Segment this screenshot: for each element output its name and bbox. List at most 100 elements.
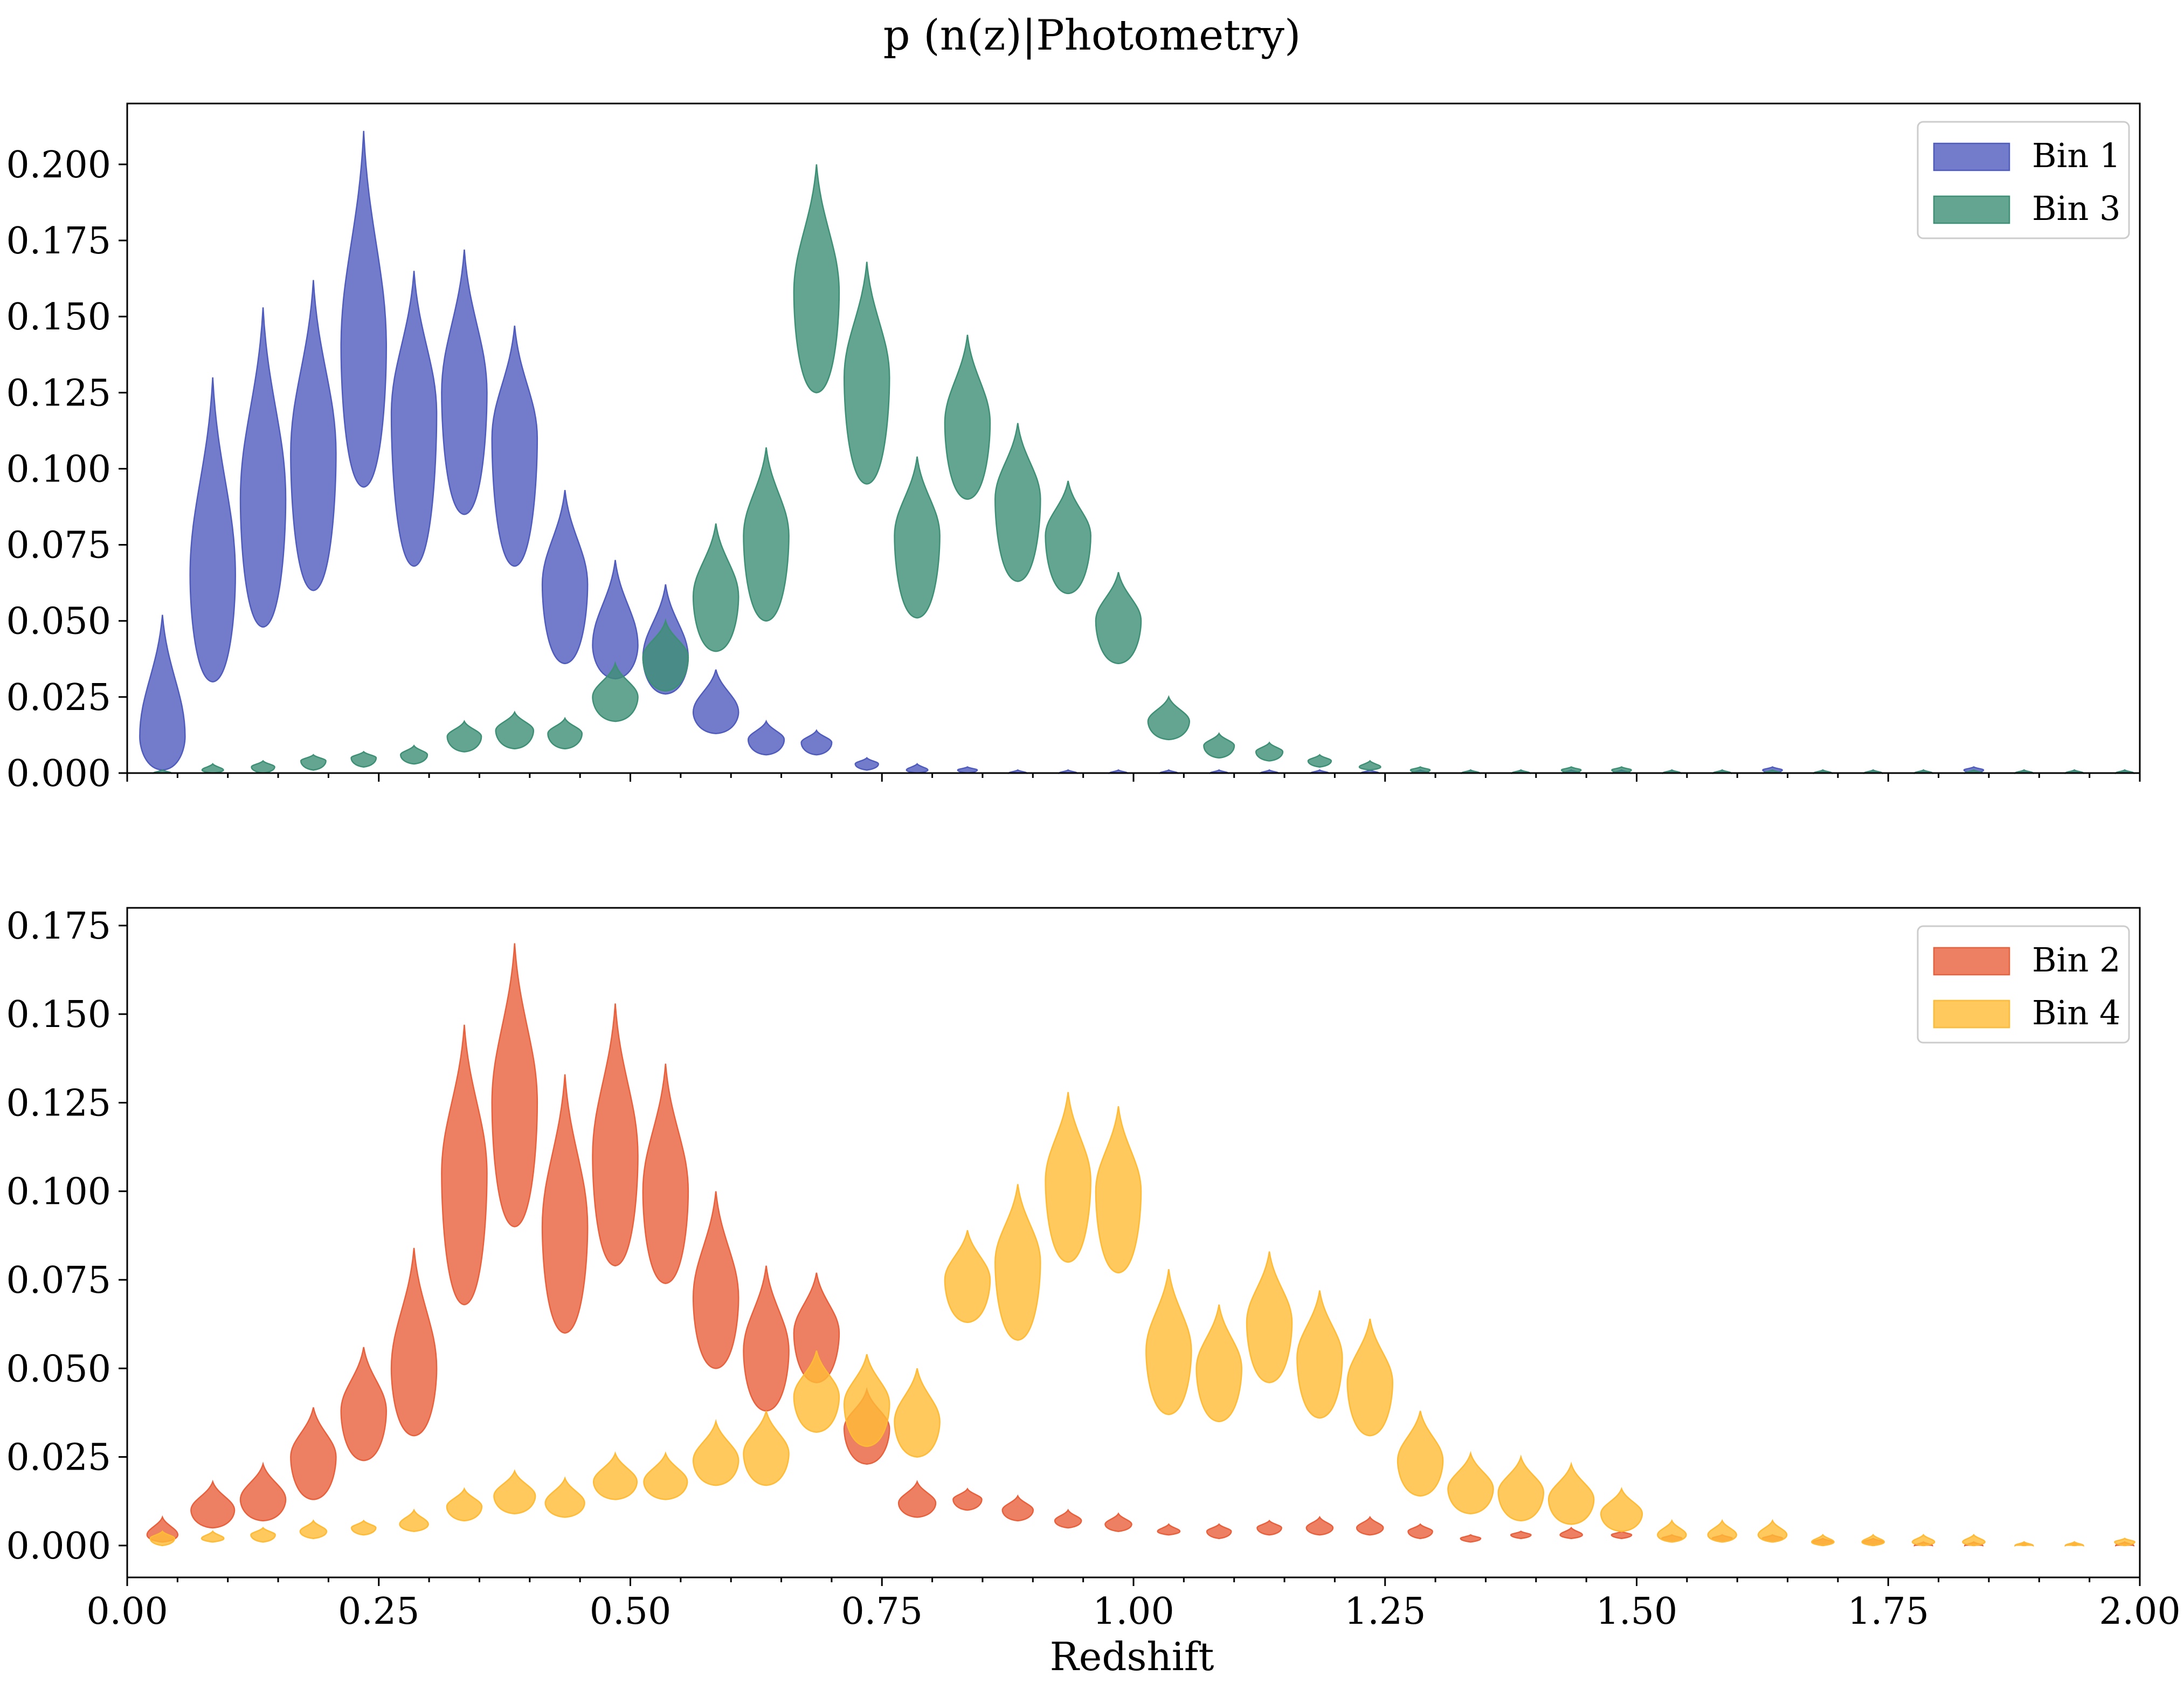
top-violin-1-13 (793, 164, 840, 394)
top-legend: Bin 1 Bin 3 (1917, 121, 2130, 239)
bottom-violin-1-12 (743, 1410, 790, 1486)
bottom-violin-1-0 (149, 1530, 176, 1547)
top-ytick-label-4: 0.100 (6, 448, 111, 491)
bottom-violin-1-10 (643, 1451, 688, 1500)
top-violin-1-18 (1045, 480, 1091, 595)
bottom-violin-0-23 (1305, 1515, 1334, 1536)
bottom-violin-1-34 (1861, 1533, 1885, 1547)
bottom-violin-1-8 (544, 1476, 585, 1518)
bottom-violin-1-32 (1757, 1519, 1788, 1543)
bottom-violin-0-9 (592, 1003, 639, 1266)
bottom-violin-1-9 (592, 1451, 638, 1500)
bottom-violin-1-13 (793, 1350, 840, 1433)
bottom-violin-1-38 (2064, 1541, 2084, 1547)
bottom-violin-0-16 (952, 1487, 983, 1511)
bottom-violin-1-11 (692, 1418, 739, 1486)
bottom-violin-1-7 (493, 1469, 536, 1514)
bottom-xtick-label-3: 0.75 (841, 1590, 923, 1633)
bottom-violin-0-18 (1054, 1508, 1082, 1529)
bottom-violin-1-39 (2114, 1538, 2135, 1547)
bottom-violin-0-5 (390, 1247, 438, 1437)
top-violin-0-14 (854, 756, 879, 771)
top-violin-0-5 (390, 271, 438, 567)
figure-title: p (n(z)|Photometry) (883, 11, 1301, 60)
bottom-violin-1-17 (994, 1184, 1041, 1341)
top-violin-1-5 (399, 744, 428, 765)
top-ytick-label-3: 0.075 (6, 525, 111, 567)
bottom-violin-0-11 (692, 1191, 739, 1369)
top-ytick-label-1: 0.025 (6, 677, 111, 719)
bottom-violin-0-8 (541, 1074, 589, 1334)
top-violin-1-22 (1255, 741, 1284, 762)
bottom-violin-1-35 (1911, 1533, 1936, 1547)
bottom-ytick-label-0: 0.000 (6, 1525, 111, 1568)
bottom-violin-1-18 (1045, 1092, 1091, 1263)
top-panel: 0.000 0.025 0.050 0.075 0.100 0.125 0.150 0.175… (6, 102, 2141, 795)
bottom-ytick-label-5: 0.125 (6, 1082, 111, 1125)
bottom-violin-0-21 (1206, 1523, 1232, 1539)
bottom-violin-0-17 (1001, 1494, 1034, 1522)
bottom-violin-0-28 (1559, 1526, 1584, 1539)
bottom-series-0 (146, 943, 2134, 1547)
top-violin-1-19 (1095, 572, 1142, 665)
top-violin-1-7 (495, 711, 535, 750)
bottom-violin-0-22 (1256, 1519, 1282, 1536)
bottom-violin-1-36 (1962, 1533, 1986, 1547)
top-violin-1-8 (547, 716, 583, 750)
bottom-violin-0-24 (1356, 1515, 1384, 1536)
bottom-violin-1-3 (299, 1519, 328, 1539)
bottom-violin-1-29 (1600, 1487, 1643, 1532)
top-violin-1-3 (300, 754, 327, 771)
bottom-violin-0-6 (441, 1024, 488, 1306)
bottom-xtick-label-0: 0.00 (86, 1590, 168, 1633)
bottom-violin-0-27 (1510, 1530, 1532, 1539)
top-legend-label-1: Bin 3 (2032, 189, 2120, 228)
top-legend-swatch-0 (1933, 142, 2010, 171)
bottom-violin-1-16 (944, 1230, 991, 1323)
top-violin-1-17 (994, 423, 1041, 582)
top-legend-swatch-1 (1933, 195, 2010, 224)
top-violin-1-16 (944, 334, 991, 500)
bottom-legend-label-1: Bin 4 (2032, 993, 2120, 1032)
top-ytick-label-8: 0.200 (6, 144, 111, 187)
top-violin-0-1 (189, 377, 236, 683)
bottom-violin-0-15 (897, 1480, 937, 1518)
bottom-xtick-label-5: 1.25 (1344, 1590, 1426, 1633)
bottom-violin-1-19 (1095, 1106, 1142, 1274)
bottom-violin-0-26 (1460, 1534, 1482, 1543)
top-ytick-label-2: 0.050 (6, 601, 111, 643)
top-ytick-label-0: 0.000 (6, 753, 111, 795)
bottom-ytick-label-4: 0.100 (6, 1171, 111, 1214)
top-violin-0-8 (541, 490, 589, 665)
bottom-violin-1-2 (250, 1526, 276, 1543)
top-violin-0-3 (290, 280, 337, 591)
bottom-xtick-label-7: 1.75 (1848, 1590, 1929, 1633)
top-violin-0-7 (491, 326, 538, 567)
top-violin-0-12 (747, 719, 785, 756)
bottom-legend-swatch-1 (1933, 999, 2010, 1029)
bottom-violin-1-22 (1246, 1251, 1293, 1383)
bottom-ytick-label-7: 0.175 (6, 905, 111, 948)
bottom-ytick-label-6: 0.150 (6, 994, 111, 1036)
bottom-violin-1-27 (1497, 1454, 1545, 1522)
bottom-xtick-label-8: 2.00 (2099, 1590, 2180, 1633)
bottom-ytick-label-3: 0.075 (6, 1259, 111, 1302)
top-violin-1-11 (692, 523, 739, 652)
bottom-violin-0-3 (290, 1407, 337, 1500)
bottom-violin-1-4 (350, 1519, 377, 1536)
top-ytick-label-5: 0.125 (6, 372, 111, 415)
top-violin-1-4 (350, 750, 377, 768)
top-legend-label-0: Bin 1 (2032, 136, 2120, 175)
bottom-violin-1-33 (1811, 1533, 1835, 1547)
top-violin-1-20 (1147, 695, 1191, 741)
bottom-legend: Bin 2 Bin 4 (1917, 925, 2130, 1044)
bottom-ytick-label-1: 0.025 (6, 1437, 111, 1479)
top-violin-1-15 (894, 456, 941, 619)
bottom-ytick-label-2: 0.050 (6, 1348, 111, 1390)
top-violin-0-11 (692, 669, 739, 734)
top-violin-1-9 (592, 661, 639, 722)
x-axis-label: Redshift (1050, 1634, 1214, 1679)
bottom-violin-1-21 (1195, 1304, 1242, 1423)
bottom-violin-1-20 (1145, 1269, 1192, 1415)
